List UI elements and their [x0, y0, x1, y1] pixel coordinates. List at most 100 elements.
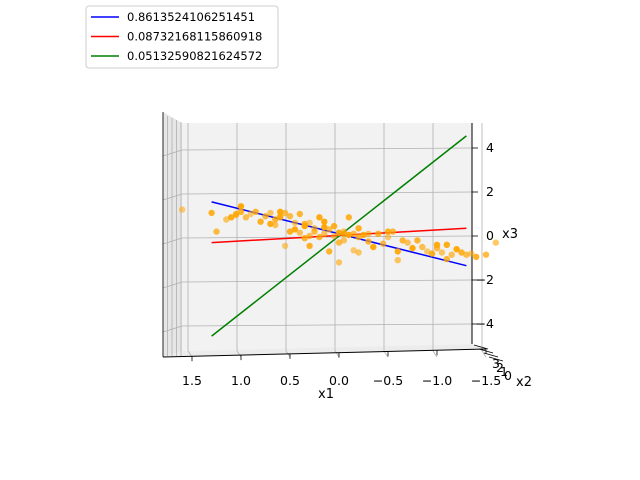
scatter-point [316, 214, 323, 221]
scatter-point [208, 209, 215, 217]
scatter-point [394, 257, 401, 264]
scatter-point [286, 228, 294, 235]
z-tick-label: −2 [476, 272, 494, 287]
scatter-point [360, 231, 367, 239]
scatter-point [326, 226, 333, 233]
scatter-point [482, 251, 490, 258]
scatter-point [301, 220, 308, 228]
z-tick-label: 2 [486, 184, 494, 199]
floor-grid-x-3 [334, 350, 340, 358]
grid-lines [162, 114, 487, 358]
x3-axis-label: x3 [502, 227, 518, 242]
scatter-point [375, 230, 382, 237]
legend: 0.8613524106251451 0.08732168115860918 0.0… [85, 5, 279, 69]
scatter-point [272, 216, 279, 223]
legend-label-0: 0.8613524106251451 [127, 10, 255, 24]
scatter-point [335, 239, 343, 246]
scatter-point [438, 249, 446, 256]
scatter-point [345, 231, 352, 239]
left-grid-z-3 [162, 281, 183, 289]
legend-label-1: 0.08732168115860918 [127, 30, 262, 44]
y-tick-label: 3 [492, 356, 500, 371]
x-tick-label: 1.0 [231, 373, 251, 388]
scatter-point [433, 241, 441, 248]
scatter-point [468, 250, 475, 257]
scatter-point [242, 214, 250, 221]
x2-axis-label: x2 [516, 375, 532, 390]
scatter-point [228, 214, 235, 221]
left-grid-z-0 [162, 149, 183, 157]
scatter-point [424, 248, 431, 255]
grid-z-2 [181, 235, 473, 239]
scatter-point [350, 230, 357, 237]
x1-axis-label: x1 [318, 387, 334, 402]
z-tick-label: −4 [476, 316, 494, 331]
y-tick-mark [478, 348, 494, 354]
scatter-point [247, 210, 254, 218]
scatter-point [262, 213, 269, 220]
scatter-point [340, 237, 348, 244]
scatter-point [237, 208, 245, 215]
y-tick-label: 1 [500, 364, 508, 379]
scatter-point [296, 229, 303, 236]
y-tick-label: 0 [504, 368, 512, 383]
scatter-point [330, 222, 338, 230]
scatter-point [286, 213, 294, 220]
scatter-point [291, 219, 299, 226]
grid-z-4 [181, 323, 473, 327]
legend-box [85, 5, 279, 69]
scatter-point [355, 249, 362, 256]
x-tick-label: 0.5 [280, 373, 300, 388]
y-tick-label: 2 [496, 360, 504, 375]
scatter-point [365, 238, 372, 245]
y-tick-mark [488, 356, 504, 362]
scatter-point [267, 209, 274, 217]
left-grid-z-1 [162, 193, 183, 201]
scatter-point [321, 230, 328, 237]
scatter-point [473, 253, 480, 261]
scatter-point [453, 246, 460, 253]
floor-grid-x-6 [481, 350, 487, 358]
scatter-point [257, 218, 264, 225]
scatter-point [340, 228, 348, 235]
scatter-point [281, 242, 289, 250]
scatter-point [335, 259, 343, 266]
scatter-point [291, 226, 299, 233]
grid-z-1 [181, 191, 473, 195]
scatter-point [296, 210, 303, 218]
scatter-point [306, 232, 313, 240]
grid-z-3 [181, 279, 473, 283]
scatter-point [316, 233, 323, 241]
scatter-point [330, 232, 338, 240]
scatter-point [321, 224, 328, 231]
x1-axis-line [162, 348, 487, 358]
scatter-point [252, 208, 259, 215]
scatter-point [301, 235, 308, 242]
scatter-point [409, 244, 416, 252]
scatter-point [326, 248, 333, 255]
scatter-point [223, 216, 230, 223]
scatter-point [355, 225, 362, 232]
scatter-point [404, 239, 411, 246]
y-tick-mark [483, 352, 499, 358]
scatter-point [232, 211, 240, 219]
scatter-point [306, 242, 313, 250]
series-line-2 [211, 135, 467, 337]
floor-grid-x-1 [236, 350, 242, 358]
scatter-point [272, 221, 279, 229]
scatter-point [428, 250, 436, 257]
scatter-point [384, 228, 392, 235]
scatter-point [414, 237, 421, 244]
scatter-point [179, 206, 186, 213]
scatter-point [448, 251, 455, 258]
scatter-point [267, 220, 274, 228]
scatter-point [345, 214, 352, 221]
x-tick-label: −1.5 [471, 373, 501, 388]
scatter-point [443, 241, 450, 248]
scatter-point [281, 209, 289, 217]
x-tick-label: −1.0 [422, 373, 452, 388]
scatter-point [335, 229, 343, 236]
scatter-point [419, 243, 426, 251]
